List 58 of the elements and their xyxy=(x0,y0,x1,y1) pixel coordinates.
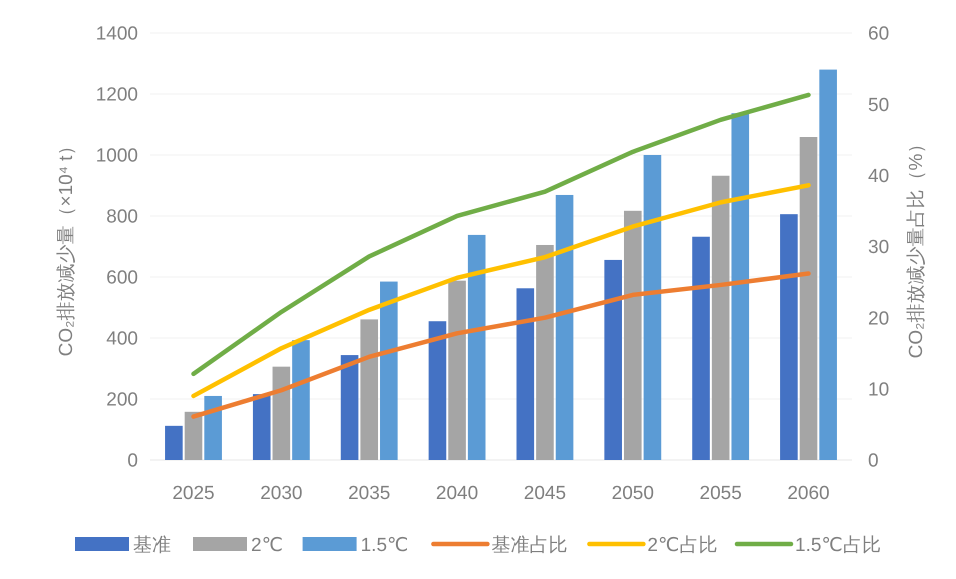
x-tick-label: 2045 xyxy=(524,483,566,504)
x-tick-label: 2040 xyxy=(436,483,478,504)
y-axis-title: CO₂排放减少量（×10⁴ t） xyxy=(56,136,77,356)
line-series xyxy=(191,183,811,398)
y2-tick-label: 30 xyxy=(868,237,890,258)
bar xyxy=(516,288,534,460)
x-tick-label: 2060 xyxy=(787,483,830,504)
line-series xyxy=(191,271,811,419)
y-tick-label: 400 xyxy=(106,328,138,350)
bar xyxy=(819,70,837,460)
bar xyxy=(428,321,446,460)
legend-label: 基准 xyxy=(133,535,171,556)
y-tick-label: 1000 xyxy=(96,146,138,167)
legend-label: 1.5℃占比 xyxy=(795,535,881,556)
bar xyxy=(272,366,290,460)
x-tick-label: 2055 xyxy=(700,483,742,504)
bar xyxy=(712,176,730,460)
bar xyxy=(252,394,271,460)
bar xyxy=(292,340,310,460)
bar xyxy=(556,194,574,460)
bar xyxy=(536,244,554,460)
y-tick-label: 1200 xyxy=(96,84,138,106)
bar xyxy=(448,280,466,460)
y2-tick-label: 40 xyxy=(868,166,890,187)
y2-tick-label: 10 xyxy=(868,379,890,400)
legend-label: 基准占比 xyxy=(491,535,568,556)
legend-label: 2℃ xyxy=(251,535,283,556)
bar xyxy=(692,236,710,460)
line-series xyxy=(191,92,811,376)
y2-tick-label: 50 xyxy=(868,94,890,116)
bar xyxy=(204,396,222,460)
bar xyxy=(468,234,486,460)
legend-label: 2℃占比 xyxy=(647,535,718,556)
y2-tick-label: 60 xyxy=(868,24,890,45)
y2-tick-label: 0 xyxy=(868,450,879,472)
x-tick-label: 2035 xyxy=(348,483,390,504)
bar xyxy=(184,412,202,460)
y-tick-label: 1400 xyxy=(96,24,138,45)
bar xyxy=(360,319,378,460)
bar xyxy=(624,210,642,460)
y-tick-label: 0 xyxy=(127,450,138,472)
bar xyxy=(780,214,798,460)
y2-axis-title: CO₂排放减少量占比（%） xyxy=(906,134,927,358)
bar xyxy=(340,355,358,460)
bar xyxy=(380,282,398,460)
y-tick-label: 600 xyxy=(106,268,138,289)
y-tick-label: 800 xyxy=(106,206,138,228)
y2-tick-label: 20 xyxy=(868,308,890,330)
x-tick-label: 2025 xyxy=(172,483,215,504)
bar xyxy=(604,260,622,460)
x-tick-label: 2030 xyxy=(260,483,302,504)
bar xyxy=(165,426,183,460)
bar xyxy=(731,113,750,460)
x-tick-label: 2050 xyxy=(612,483,654,504)
bar xyxy=(800,137,818,460)
legend-label: 1.5℃ xyxy=(360,535,408,556)
y-tick-label: 200 xyxy=(106,390,138,411)
bar xyxy=(644,155,662,460)
